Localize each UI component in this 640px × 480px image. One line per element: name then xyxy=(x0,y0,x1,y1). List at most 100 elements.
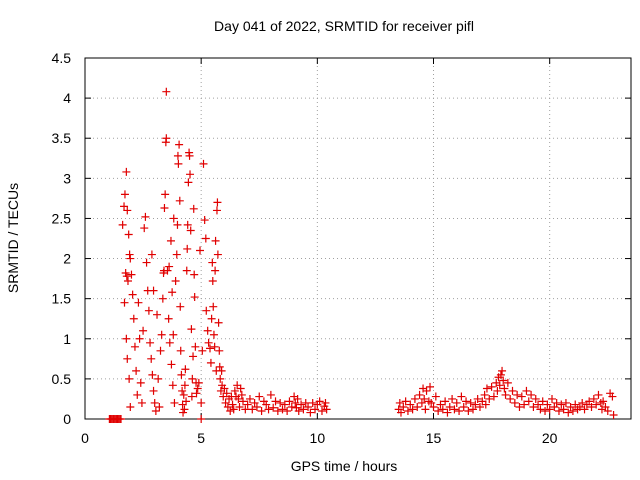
data-point xyxy=(304,402,313,411)
data-point xyxy=(178,386,187,395)
data-point xyxy=(501,390,510,399)
data-point xyxy=(287,402,296,411)
x-tick-label: 10 xyxy=(310,430,326,446)
data-point xyxy=(160,204,169,213)
data-point xyxy=(230,386,239,395)
data-point xyxy=(187,392,196,401)
data-point xyxy=(506,394,515,403)
data-point xyxy=(589,394,598,403)
data-point xyxy=(149,386,158,395)
data-point xyxy=(122,272,131,281)
data-point xyxy=(317,406,326,415)
data-point xyxy=(264,405,273,414)
data-point xyxy=(431,392,440,401)
data-point xyxy=(125,374,134,383)
y-axis-label: SRMTID / TECUs xyxy=(5,183,21,293)
data-point xyxy=(184,178,193,187)
data-point xyxy=(543,400,552,409)
data-point xyxy=(278,405,287,414)
data-point xyxy=(161,190,170,199)
data-point xyxy=(273,406,282,415)
data-point xyxy=(199,159,208,168)
data-point xyxy=(206,358,215,367)
gridlines xyxy=(85,58,631,419)
data-point xyxy=(441,397,450,406)
data-point xyxy=(212,206,221,215)
data-point xyxy=(236,384,245,393)
data-point xyxy=(401,397,410,406)
data-point xyxy=(587,402,596,411)
data-point xyxy=(162,87,171,96)
data-point xyxy=(205,344,214,353)
data-point xyxy=(452,398,461,407)
x-tick-label: 5 xyxy=(197,430,205,446)
data-point xyxy=(280,400,289,409)
x-axis-label: GPS time / hours xyxy=(291,458,398,474)
data-point xyxy=(395,398,404,407)
chart-title: Day 041 of 2022, SRMTID for receiver pif… xyxy=(214,18,474,34)
data-point xyxy=(426,382,435,391)
data-point xyxy=(408,405,417,414)
data-point xyxy=(208,258,217,267)
data-point xyxy=(214,318,223,327)
data-point xyxy=(151,406,160,415)
data-point xyxy=(128,290,137,299)
data-point xyxy=(198,346,207,355)
data-point xyxy=(188,374,197,383)
data-point xyxy=(413,402,422,411)
data-point xyxy=(220,384,229,393)
y-tick-label: 2.5 xyxy=(52,210,72,226)
data-point xyxy=(482,384,491,393)
data-point xyxy=(169,214,178,223)
data-point xyxy=(175,140,184,149)
data-point xyxy=(417,398,426,407)
data-point xyxy=(592,400,601,409)
data-point xyxy=(171,277,180,286)
data-point xyxy=(137,398,146,407)
data-point xyxy=(126,402,135,411)
data-point xyxy=(177,370,186,379)
data-point xyxy=(213,250,222,259)
data-point xyxy=(243,400,252,409)
data-point xyxy=(146,338,155,347)
data-point xyxy=(238,397,247,406)
data-point xyxy=(176,346,185,355)
data-point xyxy=(147,250,156,259)
data-point xyxy=(321,398,330,407)
data-point xyxy=(168,381,177,390)
data-point xyxy=(500,384,509,393)
data-point xyxy=(144,306,153,315)
data-point xyxy=(203,326,212,335)
data-point xyxy=(215,362,224,371)
x-tick-label: 0 xyxy=(81,430,89,446)
y-tick-label: 1 xyxy=(63,331,71,347)
data-point xyxy=(571,400,580,409)
data-point xyxy=(457,392,466,401)
data-point xyxy=(255,392,264,401)
data-point xyxy=(517,392,526,401)
data-point xyxy=(308,398,317,407)
data-point xyxy=(508,386,517,395)
data-point xyxy=(252,402,261,411)
data-point xyxy=(147,354,156,363)
data-point xyxy=(455,406,464,415)
data-point xyxy=(126,254,135,263)
data-point xyxy=(127,270,136,279)
data-point xyxy=(578,398,587,407)
data-point xyxy=(132,366,141,375)
data-point xyxy=(536,405,545,414)
data-point xyxy=(130,342,139,351)
data-point xyxy=(123,206,132,215)
data-point xyxy=(561,398,570,407)
data-point xyxy=(438,405,447,414)
data-point xyxy=(229,405,238,414)
data-point xyxy=(496,370,505,379)
data-point xyxy=(436,400,445,409)
data-point xyxy=(403,406,412,415)
data-point xyxy=(183,244,192,253)
data-point xyxy=(211,266,220,275)
data-point xyxy=(190,270,199,279)
data-point xyxy=(186,226,195,235)
data-point xyxy=(226,406,235,415)
data-point xyxy=(464,406,473,415)
